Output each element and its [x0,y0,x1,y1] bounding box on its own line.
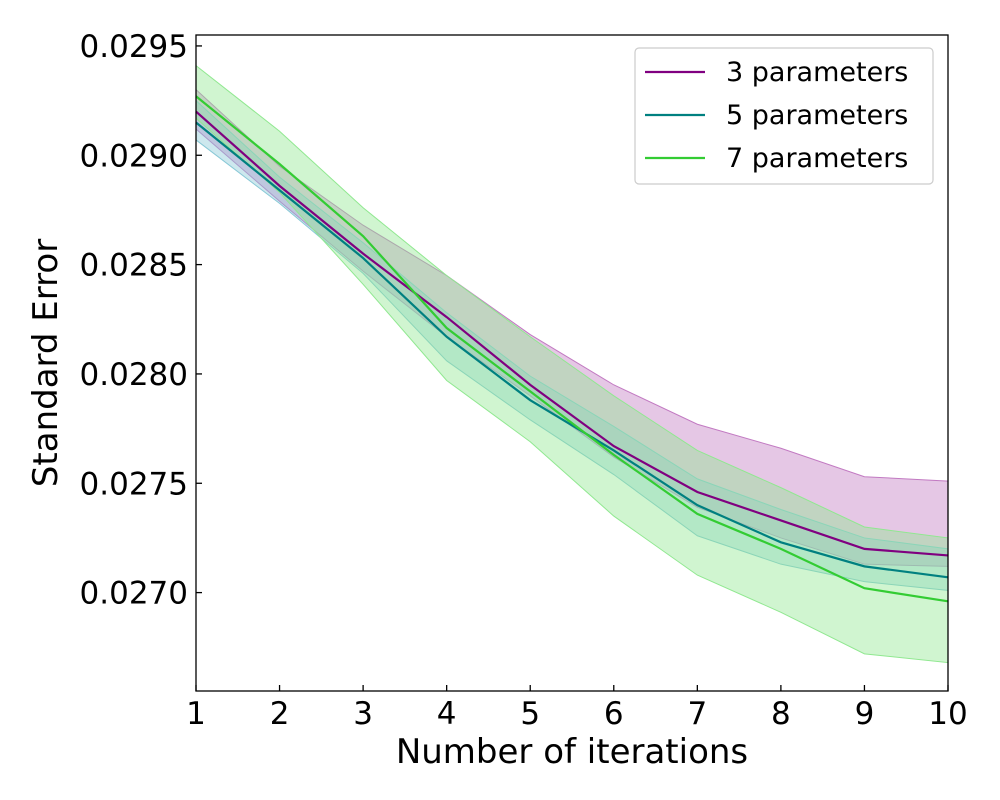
x-tick-label: 4 [437,696,457,732]
legend-box [634,47,934,185]
line-series-2 [195,121,949,579]
y-tick-label: 0.0295 [80,29,188,65]
y-axis-label: Standard Error [26,239,66,487]
x-tick-label: 1 [186,696,206,732]
series-lines [195,95,949,603]
y-tick-label: 0.0290 [80,138,188,174]
x-tick-label: 3 [353,696,373,732]
legend-label: 5 parameters [726,100,908,131]
legend-label: 7 parameters [726,143,908,174]
x-tick-label: 5 [520,696,540,732]
x-tick-label: 2 [270,696,290,732]
x-axis: 1 2 3 4 5 6 7 8 9 10 [186,685,968,732]
y-tick-label: 0.0280 [80,357,188,393]
x-tick-label: 6 [604,696,624,732]
x-tick-label: 9 [855,696,875,732]
legend-label: 3 parameters [726,57,908,88]
y-tick-label: 0.0285 [80,248,188,284]
y-axis: 0.0270 0.0275 0.0280 0.0285 0.0290 0.0295 [80,29,202,612]
x-tick-label: 10 [928,696,967,732]
legend: 3 parameters 5 parameters 7 parameters [634,47,934,185]
x-tick-label: 8 [771,696,791,732]
plot-frame [195,34,949,692]
line-series-1 [195,110,949,557]
x-axis-label: Number of iterations [396,732,748,772]
x-tick-label: 7 [687,696,707,732]
y-tick-label: 0.0270 [80,576,188,612]
y-tick-label: 0.0275 [80,466,188,502]
line-series-3 [195,95,949,603]
